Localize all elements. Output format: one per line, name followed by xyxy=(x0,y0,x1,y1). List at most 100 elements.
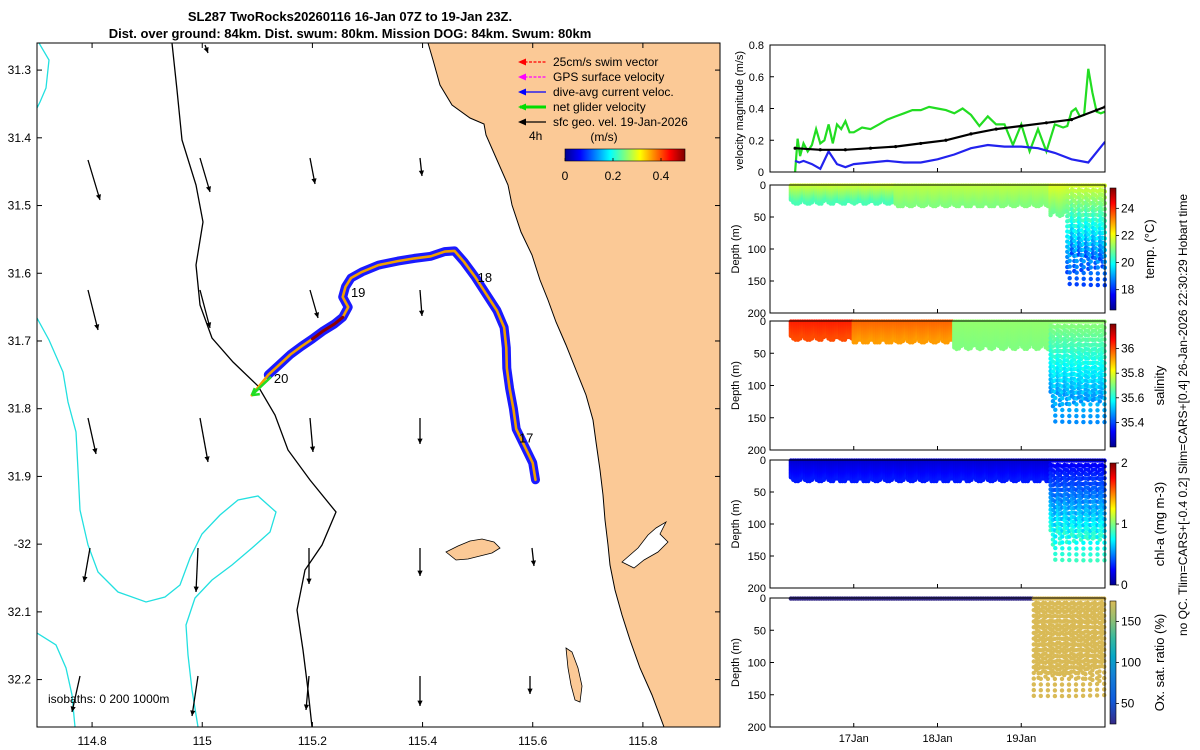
velocity-ytick-label: 0.2 xyxy=(749,135,764,147)
profile-point xyxy=(1067,281,1072,287)
depth-colorbar xyxy=(1109,323,1117,448)
geo-arrow-head xyxy=(303,704,310,710)
velocity-series-point xyxy=(894,145,898,149)
profile-point xyxy=(1067,276,1072,281)
velocity-series-point xyxy=(944,138,948,142)
velocity-ytick-label: 0.6 xyxy=(749,72,764,84)
geo-arrow-head xyxy=(306,578,312,584)
title-line-1: SL287 TwoRocks20260116 16-Jan 07Z to 19-… xyxy=(187,9,513,24)
geo-arrow-head xyxy=(417,438,423,444)
lon-tick-label: 115.4 xyxy=(408,734,437,748)
geo-velocity-arrow xyxy=(195,547,199,593)
colorbar-tick-label: 0.2 xyxy=(605,169,622,183)
velocity-series-point xyxy=(868,146,873,150)
geo-arrow-head xyxy=(417,570,423,576)
depth-ylabel: Depth (m) xyxy=(730,361,742,410)
lat-tick-label: 31.5 xyxy=(8,199,32,213)
geo-arrow-head xyxy=(309,446,316,452)
profile-point xyxy=(1095,419,1100,425)
velocity-series-group xyxy=(793,68,1105,172)
profile-point xyxy=(1095,282,1101,288)
profile-point xyxy=(1074,419,1079,425)
colorbar-tick-label: 0.4 xyxy=(653,169,670,183)
geo-arrow-head xyxy=(204,456,210,462)
map-frame xyxy=(36,42,721,728)
profile-point xyxy=(1067,264,1072,269)
island-garden xyxy=(565,647,583,703)
depth-ylabel: Depth (m) xyxy=(730,225,742,274)
geo-arrow-head xyxy=(527,688,533,694)
depth-ytick-label: 100 xyxy=(748,381,766,393)
lat-tick-label: 31.7 xyxy=(8,334,32,348)
isobath-200m xyxy=(171,43,337,727)
geo-velocity-arrow xyxy=(191,675,199,717)
day-label: 18 xyxy=(478,270,492,285)
lat-tick-label: 32.1 xyxy=(8,605,32,619)
profile-point xyxy=(1060,413,1065,419)
depth-ytick-label: 100 xyxy=(748,244,766,256)
profile-point xyxy=(1088,402,1093,407)
profile-point xyxy=(1088,259,1094,264)
profile-point xyxy=(1081,282,1086,287)
profile-point xyxy=(1088,414,1093,419)
geo-velocity-arrow xyxy=(87,417,97,455)
legend-arrowhead xyxy=(518,58,526,66)
legend-arrowhead xyxy=(518,103,526,111)
velocity-ytick-label: 0 xyxy=(758,167,764,179)
isobath-note: isobaths: 0 200 1000m xyxy=(48,692,169,706)
profile-point xyxy=(1081,414,1086,419)
geo-velocity-arrow xyxy=(305,675,310,711)
lon-tick-label: 114.8 xyxy=(78,734,107,748)
profile-point xyxy=(1053,413,1058,418)
lat-tick-label: 31.9 xyxy=(8,469,32,483)
velocity-series-point xyxy=(1095,108,1099,112)
net-velocity-track xyxy=(250,249,537,482)
profile-point xyxy=(1095,271,1101,276)
geo-arrow-head xyxy=(418,170,424,176)
profile-point xyxy=(1095,408,1100,413)
profile-point xyxy=(1060,419,1065,424)
profile-point xyxy=(1053,401,1058,407)
velocity-series-point xyxy=(1044,121,1048,125)
profile-point xyxy=(1088,276,1094,282)
geo-arrow-head xyxy=(193,586,199,592)
profile-point xyxy=(1074,264,1079,270)
depth-ytick-label: 50 xyxy=(754,212,766,224)
swim-vector-track xyxy=(310,315,345,341)
colorbar-tick-label: 0 xyxy=(562,169,569,183)
profile-point xyxy=(1074,402,1079,407)
geo-velocity-arrow xyxy=(91,20,100,40)
velocity-series-point xyxy=(793,146,797,150)
geo-arrow-head xyxy=(206,322,212,328)
legend-arrowhead xyxy=(518,88,526,96)
legend-label: GPS surface velocity xyxy=(553,70,664,84)
lat-tick-label: 31.3 xyxy=(8,63,32,77)
profile-point xyxy=(1067,402,1072,407)
profile-dots xyxy=(788,183,1108,288)
depth-colorbar-tick-label: 35.4 xyxy=(1121,415,1145,429)
velocity-ylabel: velocity magnitude (m/s) xyxy=(734,51,746,170)
profile-point xyxy=(1067,407,1072,413)
profile-point xyxy=(1067,258,1072,263)
estuary-water xyxy=(621,520,669,569)
depth-colorbar-tick-label: 24 xyxy=(1121,201,1135,215)
legend-label: sfc geo. vel. 19-Jan-2026 xyxy=(553,115,688,129)
day-label: 20 xyxy=(274,371,288,386)
geo-arrow-head xyxy=(314,312,320,318)
profile-point xyxy=(1053,419,1058,424)
profile-point xyxy=(1074,282,1079,287)
legend-arrowhead xyxy=(518,118,526,126)
lat-tick-label: 31.8 xyxy=(8,402,32,416)
profile-point xyxy=(1088,265,1094,270)
longitude-ticks: 114.8 115 115.2 115.4 115.6 115.8 xyxy=(78,43,658,748)
lon-tick-label: 115.6 xyxy=(518,734,547,748)
depth-colorbar-label: salinity xyxy=(1152,365,1167,405)
lat-tick-label: -32 xyxy=(14,537,32,551)
geo-arrow-head xyxy=(311,178,317,184)
